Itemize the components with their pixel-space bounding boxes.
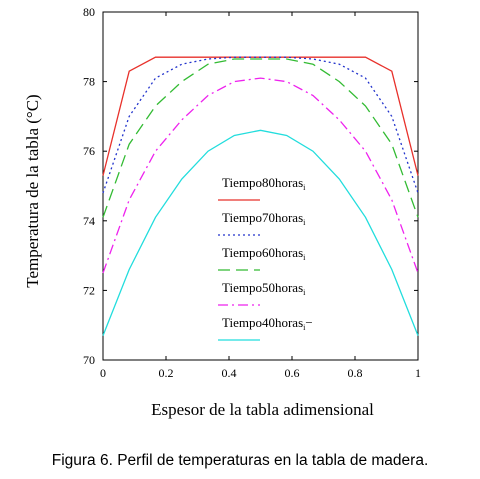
series-line-tiempo70horas	[102, 56, 419, 194]
legend-suffix: −	[305, 315, 312, 330]
x-axis-label: Espesor de la tabla adimensional	[151, 400, 374, 419]
legend-series-name: Tiempo60horas	[222, 245, 303, 260]
legend-label: Tiempo60horasi	[222, 245, 306, 262]
legend-subscript: i	[303, 183, 306, 192]
legend-label: Tiempo40horasi−	[222, 315, 313, 332]
legend-subscript: i	[303, 218, 306, 227]
plot-area	[102, 11, 419, 361]
series-lines	[102, 56, 419, 336]
x-tick-label: 0	[100, 366, 106, 380]
legend-series-name: Tiempo50horas	[222, 280, 303, 295]
legend-series-name: Tiempo70horas	[222, 210, 303, 225]
y-tick-label: 74	[83, 214, 95, 228]
legend-label: Tiempo80horasi	[222, 175, 306, 192]
series-line-tiempo80horas	[102, 56, 419, 176]
legend-subscript: i	[303, 323, 306, 332]
y-tick-label: 78	[83, 75, 95, 89]
legend-label: Tiempo50horasi	[222, 280, 306, 297]
figure-caption: Figura 6. Perfil de temperaturas en la t…	[51, 452, 429, 469]
axis-ticks: 0 0.2 0.4 0.6 0.8 1 70 72 74 76 78 80	[83, 5, 421, 380]
legend-series-name: Tiempo40horas	[222, 315, 303, 330]
series-line-tiempo60horas	[102, 58, 419, 218]
y-tick-label: 70	[83, 353, 95, 367]
series-line-tiempo40horas	[102, 129, 419, 336]
x-tick-label: 0.6	[285, 366, 300, 380]
y-tick-label: 72	[83, 283, 95, 297]
legend-subscript: i	[303, 288, 306, 297]
legend-series-name: Tiempo80horas	[222, 175, 303, 190]
y-tick-label: 76	[83, 144, 95, 158]
x-tick-label: 0.4	[222, 366, 237, 380]
series-line-tiempo50horas	[102, 77, 419, 274]
x-tick-label: 0.8	[348, 366, 363, 380]
x-tick-label: 1	[415, 366, 421, 380]
y-tick-label: 80	[83, 5, 95, 19]
legend-label: Tiempo70horasi	[222, 210, 306, 227]
temperature-profile-chart: 0 0.2 0.4 0.6 0.8 1 70 72 74 76 78 80 Tiempo80horas…	[23, 5, 421, 419]
y-axis-label: Temperatura de la tabla (°C)	[23, 94, 42, 287]
x-tick-label: 0.2	[159, 366, 174, 380]
legend-subscript: i	[303, 253, 306, 262]
legend: Tiempo80horasiTiempo70horasiTiempo60hora…	[218, 175, 313, 341]
